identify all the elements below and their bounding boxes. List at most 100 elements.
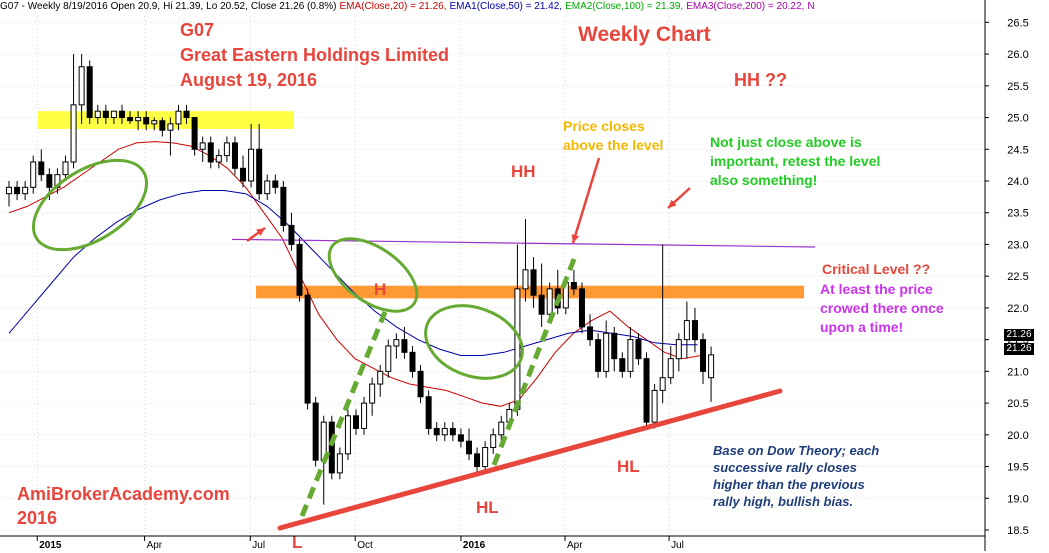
- candle-body: [530, 269, 537, 296]
- header-ema200: EMA3(Close,200) = 20.22,: [686, 1, 805, 12]
- y-tick-label: 24.0: [1007, 176, 1028, 188]
- candle-body: [683, 320, 690, 341]
- ema20-line: [8, 141, 702, 407]
- annotation-h: H: [374, 280, 387, 299]
- candle-body: [361, 402, 368, 429]
- y-tick-label: 22.5: [1007, 271, 1028, 283]
- candle-body: [611, 332, 618, 360]
- candle-body: [369, 383, 376, 404]
- candle-body: [619, 358, 626, 372]
- header-ema100: EMA2(Close,100) = 21.39,: [565, 1, 684, 12]
- yellow-resistance-zone: [38, 111, 294, 129]
- candle-body: [199, 142, 206, 150]
- annotation-hh: HH: [511, 162, 536, 181]
- candle-body: [667, 358, 674, 379]
- candle-body: [70, 104, 77, 163]
- annotation-l: L: [292, 533, 303, 552]
- ellipse-1: [31, 158, 149, 252]
- chart-header: G07 - Weekly 8/19/2016 Open 20.9, Hi 21.39…: [0, 0, 818, 14]
- candle-body: [627, 339, 634, 372]
- candle-body: [151, 120, 158, 125]
- y-tick-label: 19.5: [1007, 462, 1028, 474]
- annotation-not-just: Not just close above is important, retes…: [710, 134, 881, 188]
- price-zones: [38, 111, 804, 299]
- header-trail: N: [807, 1, 815, 12]
- candle-body: [651, 389, 658, 423]
- x-tick-label: 2016: [463, 540, 486, 551]
- annotation-hl-right: HL: [617, 457, 640, 476]
- candle-body: [441, 427, 448, 436]
- candle-body: [296, 243, 303, 296]
- candle-body: [708, 354, 715, 379]
- annotation-weekly-chart: Weekly Chart: [578, 23, 711, 46]
- candle-body: [240, 167, 247, 182]
- y-tick-label: 25.5: [1007, 81, 1028, 93]
- candle-body: [191, 117, 198, 150]
- x-tick-label: Apr: [567, 540, 583, 551]
- header-ema50: EMA1(Close,50) = 21.42,: [449, 1, 563, 12]
- arrow-left-head: [256, 228, 265, 236]
- arrow-price-closes-head: [571, 234, 580, 243]
- candle-body: [62, 161, 69, 176]
- x-tick-label: Jul: [252, 540, 265, 551]
- candle-body: [691, 320, 698, 341]
- candle-body: [14, 186, 21, 195]
- candle-body: [94, 110, 101, 119]
- candle-body: [457, 434, 464, 442]
- candle-body: [377, 370, 384, 385]
- y-tick-label: 22.0: [1007, 303, 1028, 315]
- candle-body: [22, 186, 29, 195]
- annotation-price-closes: Price closes above the level: [563, 118, 664, 153]
- candle-body: [288, 224, 295, 245]
- candle-body: [482, 447, 489, 468]
- ema50-line: [8, 190, 698, 356]
- candle-body: [700, 339, 707, 372]
- candle-body: [304, 294, 311, 404]
- candle-body: [175, 110, 182, 125]
- annotation-hh-question: HH ??: [734, 70, 787, 90]
- candle-body: [643, 358, 650, 423]
- annotation-company: Great Eastern Holdings Limited: [180, 45, 450, 65]
- header-close: Close 21.26 (0.8%): [250, 1, 337, 12]
- x-tick-label: 2015: [39, 540, 62, 551]
- critical-level-zone: [256, 285, 804, 299]
- y-tick-label: 20.0: [1007, 430, 1028, 442]
- candle-body: [159, 120, 166, 131]
- candle-body: [328, 421, 335, 474]
- candle-body: [522, 269, 529, 290]
- annotation-date: August 19, 2016: [180, 70, 318, 90]
- candle-body: [86, 66, 93, 119]
- candle-body: [635, 339, 642, 360]
- candle-body: [514, 288, 521, 410]
- candle-body: [474, 453, 481, 468]
- x-axis: 2015 Apr Jul Oct 2016 Apr Jul: [0, 535, 985, 551]
- y-tick-label: 26.5: [1007, 17, 1028, 29]
- candle-body: [135, 117, 142, 122]
- candle-body: [223, 142, 230, 157]
- candle-body: [417, 370, 424, 398]
- arrow-retest-head: [668, 199, 677, 208]
- x-tick-label: Apr: [147, 540, 163, 551]
- price-tag-1: 21.26: [1004, 329, 1034, 341]
- header-open: Open 20.9,: [110, 1, 161, 12]
- candle-body: [393, 339, 400, 347]
- candle-body: [38, 161, 45, 176]
- candle-body: [336, 453, 343, 474]
- y-tick-label: 21.0: [1007, 366, 1028, 378]
- candle-body: [603, 332, 610, 372]
- indicator-lines: [8, 141, 816, 407]
- support-trendline: [277, 388, 783, 531]
- y-tick-label: 25.0: [1007, 113, 1028, 125]
- annotation-critical-level: Critical Level ??: [822, 261, 931, 277]
- candle-body: [490, 434, 497, 449]
- y-tick-label: 24.5: [1007, 144, 1028, 156]
- candle-body: [385, 345, 392, 372]
- annotation-at-least: At least the price crowed there once upo…: [820, 281, 944, 335]
- candle-body: [401, 339, 408, 353]
- candle-body: [143, 117, 150, 125]
- candle-body: [595, 339, 602, 372]
- candle-body: [344, 415, 351, 455]
- candle-body: [167, 123, 174, 131]
- candle-body: [409, 351, 416, 372]
